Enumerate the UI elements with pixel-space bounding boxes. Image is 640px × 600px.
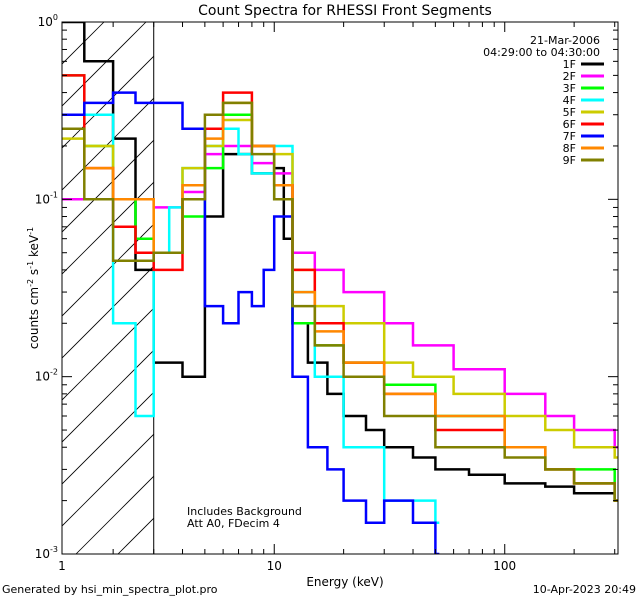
y-tick-label: 10-1 xyxy=(35,190,58,206)
y-tick-labels: 100 10-1 10-2 10-3 xyxy=(35,13,58,561)
annotation-attenuator: Att A0, FDecim 4 xyxy=(187,517,280,530)
legend-label-3F: 3F xyxy=(563,82,576,95)
series-2F xyxy=(62,144,618,449)
hatch-lines xyxy=(62,22,154,554)
plot-frame xyxy=(61,21,619,555)
legend-label-7F: 7F xyxy=(563,130,576,143)
legend-label-6F: 6F xyxy=(563,118,576,131)
footer-timestamp: 10-Apr-2023 20:49 xyxy=(532,583,636,596)
hatch-line xyxy=(62,97,154,191)
series-group xyxy=(62,22,618,554)
axis-ticks xyxy=(62,21,618,555)
x-tick-labels: 1 10 100 xyxy=(58,559,516,573)
series-7F xyxy=(62,91,440,554)
hatch-line xyxy=(62,433,154,527)
y-axis-label: counts cm-2 s-1 keV-1 xyxy=(26,227,41,349)
time-range-label: 04:29:00 to 04:30:00 xyxy=(483,46,600,59)
legend-label-2F: 2F xyxy=(563,70,576,83)
legend-label-5F: 5F xyxy=(563,106,576,119)
series-5F xyxy=(62,118,618,459)
series-3F xyxy=(62,74,618,502)
legend-label-1F: 1F xyxy=(563,58,576,71)
hatch-line xyxy=(62,22,147,107)
date-label: 21-Mar-2006 xyxy=(530,34,600,47)
y-tick-label: 10-3 xyxy=(35,545,58,561)
x-tick-label: 10 xyxy=(267,559,282,573)
x-tick-label: 100 xyxy=(493,559,516,573)
series-6F xyxy=(62,74,618,502)
annotation-background: Includes Background xyxy=(187,505,302,518)
hatch-line xyxy=(62,265,154,359)
y-tick-label: 100 xyxy=(38,13,58,29)
x-tick-label: 1 xyxy=(58,559,66,573)
series-9F xyxy=(62,101,618,502)
hatch-line xyxy=(62,223,154,317)
footer-generated-by: Generated by hsi_min_spectra_plot.pro xyxy=(2,583,218,596)
legend-label-8F: 8F xyxy=(563,142,576,155)
hatch-line xyxy=(62,55,154,149)
series-8F xyxy=(62,101,618,502)
chart-title: Count Spectra for RHESSI Front Segments xyxy=(198,3,492,19)
y-tick-label: 10-2 xyxy=(35,368,58,384)
legend-label-9F: 9F xyxy=(563,154,576,167)
hatch-line xyxy=(62,391,154,485)
legend-label-4F: 4F xyxy=(563,94,576,107)
series-4F xyxy=(62,113,440,525)
x-axis-label: Energy (keV) xyxy=(306,575,383,589)
